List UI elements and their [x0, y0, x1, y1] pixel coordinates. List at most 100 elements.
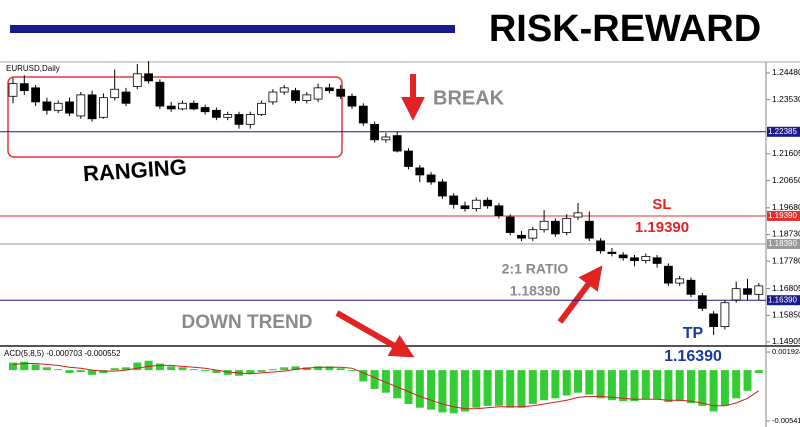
- histogram-bar: [653, 370, 662, 400]
- candle-body: [392, 135, 402, 152]
- histogram-bar: [370, 370, 379, 389]
- candle-body: [245, 114, 255, 125]
- histogram-bar: [88, 370, 97, 375]
- candle-body: [302, 94, 312, 101]
- candle-body: [449, 195, 459, 205]
- candle-body: [358, 105, 368, 124]
- candle-body: [630, 257, 639, 262]
- indicator-label: ACD(5,8,5) -0.000703 -0.000552: [4, 349, 121, 358]
- candle-body: [437, 181, 447, 197]
- y-tick-label: 1.20650: [772, 175, 800, 185]
- level-label: 1.22385: [768, 127, 797, 136]
- histogram-bar: [122, 367, 130, 371]
- histogram-bar: [630, 370, 639, 402]
- candle-body: [720, 302, 730, 328]
- candle-body: [268, 91, 278, 103]
- candle-body: [279, 87, 289, 93]
- annotation: 1.16390: [664, 348, 722, 365]
- candle-body: [731, 288, 741, 301]
- candle-body: [132, 73, 142, 87]
- candle-body: [336, 88, 346, 97]
- header-bar: [10, 25, 455, 33]
- candle-body: [178, 102, 187, 110]
- candle-body: [223, 114, 233, 118]
- histogram-bar: [562, 370, 571, 396]
- arrow: [335, 310, 415, 358]
- histogram-bar: [212, 370, 221, 373]
- histogram-bar: [472, 370, 481, 408]
- y-tick-label: 0.001924: [772, 347, 800, 356]
- candle-body: [743, 288, 752, 295]
- annotation: 2:1 RATIO: [502, 261, 569, 277]
- histogram-bar: [596, 370, 605, 399]
- histogram-bar: [54, 369, 63, 371]
- candle-body: [517, 234, 526, 239]
- histogram-bar: [336, 368, 345, 371]
- y-tick-label: 1.19680: [772, 202, 800, 212]
- histogram-bar: [257, 370, 266, 373]
- annotation: 1.19390: [635, 219, 689, 236]
- candle-body: [76, 94, 86, 117]
- histogram-bar: [291, 366, 300, 371]
- candle-body: [573, 212, 583, 218]
- annotation: RANGING: [82, 154, 187, 186]
- arrow: [557, 265, 603, 324]
- chart-title: RISK-REWARD: [489, 8, 761, 50]
- histogram-bar: [31, 364, 40, 371]
- histogram-bar: [438, 370, 447, 413]
- histogram-bar: [155, 363, 164, 371]
- candle-body: [584, 220, 594, 239]
- candle-body: [641, 255, 651, 262]
- candle-body: [505, 216, 515, 233]
- histogram-bar: [393, 370, 402, 399]
- histogram-bar: [494, 370, 503, 406]
- histogram-bar: [754, 370, 763, 373]
- histogram-bar: [302, 367, 311, 371]
- candle-body: [607, 251, 617, 254]
- candle-body: [471, 199, 481, 210]
- histogram-bar: [76, 370, 85, 373]
- histogram-bar: [325, 366, 334, 371]
- candle-body: [87, 94, 97, 120]
- candle-body: [166, 105, 176, 110]
- candle-body: [551, 220, 560, 235]
- candle-body: [144, 73, 154, 82]
- histogram-bar: [246, 370, 255, 374]
- histogram-bar: [381, 370, 390, 393]
- histogram-bar: [641, 370, 650, 400]
- histogram-bar: [133, 362, 142, 371]
- histogram-bar: [415, 370, 424, 408]
- histogram-bar: [698, 370, 707, 406]
- histogram-bar: [201, 370, 210, 372]
- histogram-bar: [110, 368, 119, 371]
- level-tag: [767, 126, 800, 137]
- candle-body: [370, 123, 380, 141]
- histogram-bar: [709, 370, 718, 412]
- candle-body: [697, 295, 707, 309]
- candle-body: [664, 265, 673, 284]
- y-tick-label: -0.00541: [772, 416, 800, 425]
- histogram-bar: [9, 362, 17, 371]
- annotation: 1.18390: [510, 283, 561, 299]
- annotation: DOWN TREND: [182, 312, 313, 333]
- candle-body: [313, 87, 323, 100]
- histogram-bar: [314, 366, 323, 371]
- level-label: 1.16390: [768, 295, 797, 304]
- candle-body: [596, 240, 605, 252]
- candle-body: [53, 102, 63, 111]
- candle-body: [686, 279, 696, 295]
- histogram-bar: [574, 370, 582, 393]
- candle-body: [211, 109, 221, 118]
- histogram-bar: [540, 370, 549, 401]
- symbol-label: EURUSD,Daily: [6, 64, 60, 73]
- candle-body: [257, 102, 267, 115]
- candle-body: [381, 136, 391, 141]
- candle-body: [19, 83, 29, 92]
- candle-body: [483, 199, 493, 207]
- histogram-bar: [664, 370, 673, 403]
- candle-body: [675, 278, 685, 284]
- histogram-bar: [720, 370, 729, 406]
- candle-body: [426, 174, 436, 183]
- candle-body: [200, 107, 210, 113]
